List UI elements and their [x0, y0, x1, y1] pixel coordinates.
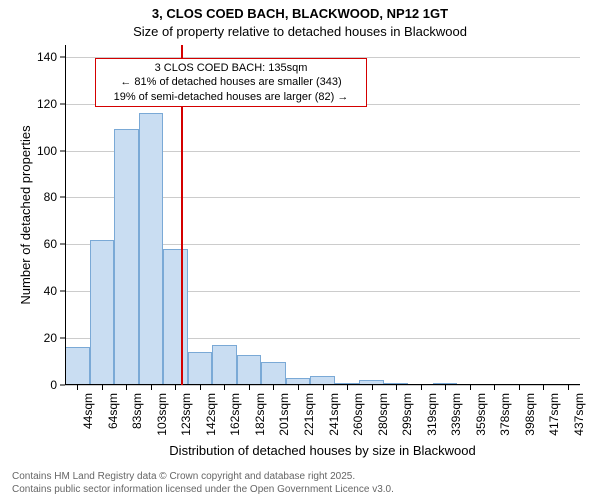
xtick-mark — [102, 385, 103, 390]
xtick-mark — [249, 385, 250, 390]
histogram-bar — [188, 352, 213, 385]
ytick-label: 40 — [44, 284, 57, 298]
ytick-label: 80 — [44, 190, 57, 204]
xtick-mark — [126, 385, 127, 390]
x-axis-label: Distribution of detached houses by size … — [65, 443, 580, 458]
xtick-label: 437sqm — [572, 393, 586, 436]
xtick-label: 319sqm — [425, 393, 439, 436]
xtick-label: 103sqm — [155, 393, 169, 436]
annotation-box: 3 CLOS COED BACH: 135sqm ← 81% of detach… — [95, 58, 367, 107]
xtick-mark — [151, 385, 152, 390]
xtick-label: 339sqm — [449, 393, 463, 436]
chart-title-line2: Size of property relative to detached ho… — [0, 24, 600, 39]
xtick-label: 201sqm — [277, 393, 291, 436]
ytick-label: 100 — [37, 144, 57, 158]
histogram-bar — [163, 249, 188, 385]
xtick-label: 142sqm — [204, 393, 218, 436]
xtick-label: 44sqm — [81, 393, 95, 429]
xtick-mark — [445, 385, 446, 390]
xtick-mark — [372, 385, 373, 390]
annotation-line2: ← 81% of detached houses are smaller (34… — [102, 75, 360, 89]
xtick-mark — [543, 385, 544, 390]
xtick-label: 417sqm — [547, 393, 561, 436]
xtick-mark — [519, 385, 520, 390]
xtick-label: 398sqm — [523, 393, 537, 436]
xtick-mark — [568, 385, 569, 390]
xtick-mark — [396, 385, 397, 390]
y-axis-label: Number of detached properties — [18, 105, 33, 325]
ytick-label: 120 — [37, 97, 57, 111]
ytick-label: 20 — [44, 331, 57, 345]
xtick-label: 260sqm — [351, 393, 365, 436]
histogram-bar — [212, 345, 237, 385]
ytick-label: 140 — [37, 50, 57, 64]
xtick-mark — [494, 385, 495, 390]
footer-line2: Contains public sector information licen… — [12, 483, 394, 496]
xtick-mark — [347, 385, 348, 390]
histogram-bar — [261, 362, 286, 385]
annotation-line3: 19% of semi-detached houses are larger (… — [102, 90, 360, 104]
footer-attribution: Contains HM Land Registry data © Crown c… — [12, 470, 394, 496]
xtick-label: 221sqm — [302, 393, 316, 436]
xtick-label: 123sqm — [179, 393, 193, 436]
xtick-mark — [224, 385, 225, 390]
xtick-label: 241sqm — [327, 393, 341, 436]
y-axis-line — [65, 45, 66, 385]
histogram-bar — [65, 347, 90, 385]
chart-title-line1: 3, CLOS COED BACH, BLACKWOOD, NP12 1GT — [0, 6, 600, 21]
ytick-label: 0 — [50, 378, 57, 392]
histogram-bar — [237, 355, 262, 385]
chart-container: 3, CLOS COED BACH, BLACKWOOD, NP12 1GT S… — [0, 0, 600, 500]
footer-line1: Contains HM Land Registry data © Crown c… — [12, 470, 394, 483]
xtick-label: 299sqm — [400, 393, 414, 436]
xtick-label: 280sqm — [376, 393, 390, 436]
histogram-bar — [139, 113, 164, 385]
xtick-mark — [323, 385, 324, 390]
ytick-label: 60 — [44, 237, 57, 251]
xtick-label: 182sqm — [253, 393, 267, 436]
x-axis-line — [65, 384, 580, 385]
xtick-label: 162sqm — [228, 393, 242, 436]
xtick-mark — [470, 385, 471, 390]
xtick-mark — [421, 385, 422, 390]
xtick-mark — [298, 385, 299, 390]
xtick-label: 359sqm — [474, 393, 488, 436]
annotation-line1: 3 CLOS COED BACH: 135sqm — [102, 61, 360, 75]
histogram-bar — [90, 240, 115, 385]
xtick-mark — [273, 385, 274, 390]
xtick-mark — [175, 385, 176, 390]
xtick-mark — [200, 385, 201, 390]
xtick-label: 83sqm — [130, 393, 144, 429]
xtick-mark — [77, 385, 78, 390]
xtick-label: 378sqm — [498, 393, 512, 436]
histogram-bar — [114, 129, 139, 385]
xtick-label: 64sqm — [106, 393, 120, 429]
